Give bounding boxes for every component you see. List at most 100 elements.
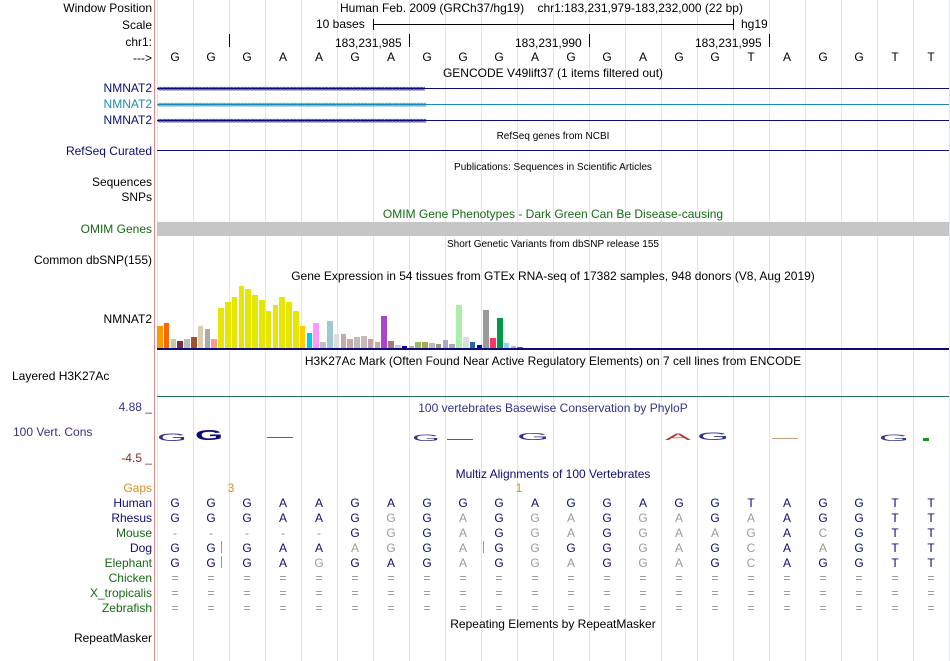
species-label[interactable]: X_tropicalis — [89, 586, 152, 600]
gtex-tissue-bar[interactable] — [497, 318, 503, 348]
gtex-tissue-bar[interactable] — [218, 307, 224, 348]
gtex-tissue-bar[interactable] — [204, 329, 211, 348]
omim-gene-bar[interactable] — [157, 222, 949, 236]
phylop-min-label: -4.5 _ — [121, 451, 152, 465]
refseq-track-label[interactable]: RefSeq Curated — [65, 144, 152, 158]
gtex-tissue-bar[interactable] — [211, 338, 217, 348]
alignment-base: = — [855, 586, 863, 600]
species-label[interactable]: Chicken — [108, 571, 152, 585]
gtex-tissue-bar[interactable] — [170, 338, 177, 348]
gtex-tissue-bar[interactable] — [340, 334, 347, 348]
gencode-gene-label-3[interactable]: NMNAT2 — [103, 113, 152, 127]
alignment-base: = — [495, 571, 503, 585]
gtex-tissue-bar[interactable] — [456, 304, 462, 348]
gtex-tissue-bar[interactable] — [197, 326, 204, 348]
gtex-tissue-bar[interactable] — [279, 297, 285, 348]
gtex-tissue-bar[interactable] — [449, 343, 455, 348]
gtex-tissue-bar[interactable] — [191, 336, 197, 348]
gencode-transcript-3[interactable] — [157, 120, 949, 121]
omim-track-label[interactable]: OMIM Genes — [80, 222, 152, 236]
gtex-tissue-bar[interactable] — [476, 344, 483, 348]
gtex-tissue-bar[interactable] — [367, 338, 374, 348]
gtex-tissue-bar[interactable] — [463, 336, 469, 348]
alignment-base: = — [927, 571, 935, 585]
gtex-tissue-bar[interactable] — [272, 304, 279, 348]
phylop-conservation-plot[interactable]: G G G G A G G — [157, 428, 949, 446]
gtex-tissue-bar[interactable] — [483, 309, 489, 348]
h3k27ac-track-label[interactable]: Layered H3K27Ac — [12, 369, 110, 383]
species-label[interactable]: Dog — [129, 541, 152, 555]
gtex-tissue-bar[interactable] — [503, 343, 510, 348]
gtex-tissue-bar[interactable] — [163, 323, 170, 348]
gtex-tissue-bar[interactable] — [517, 346, 523, 348]
refseq-gene-line[interactable] — [157, 150, 949, 151]
gtex-tissue-bar[interactable] — [388, 340, 394, 348]
gtex-tissue-bar[interactable] — [442, 339, 449, 348]
dbsnp-track-label[interactable]: Common dbSNP(155) — [33, 253, 152, 267]
phylop-glyph-6: G — [517, 432, 550, 443]
gtex-tissue-bar[interactable] — [306, 332, 313, 348]
alignment-base: G — [350, 526, 360, 540]
gtex-tissue-bar[interactable] — [313, 323, 319, 348]
gtex-tissue-bar[interactable] — [293, 310, 299, 348]
gencode-gene-label-2[interactable]: NMNAT2 — [103, 97, 152, 111]
gtex-tissue-bar[interactable] — [225, 301, 231, 348]
gtex-tissue-bar[interactable] — [422, 341, 428, 348]
alignment-base: G — [242, 511, 252, 525]
gtex-tissue-bar[interactable] — [299, 326, 306, 348]
gtex-tissue-bar[interactable] — [469, 341, 476, 348]
gtex-tissue-bar[interactable] — [259, 299, 265, 348]
gencode-transcript-1[interactable] — [157, 88, 949, 89]
publications-label-snps[interactable]: SNPs — [121, 190, 152, 204]
gtex-tissue-bar[interactable] — [265, 310, 272, 348]
assembly-text: Human Feb. 2009 (GRCh37/hg19) — [340, 1, 525, 15]
base-letter: G — [818, 50, 828, 64]
gtex-tissue-bar[interactable] — [415, 341, 421, 348]
gtex-tissue-bar[interactable] — [327, 320, 333, 348]
gtex-tissue-bar[interactable] — [374, 341, 381, 348]
gtex-tissue-bar[interactable] — [320, 341, 326, 348]
gtex-expression-bars[interactable] — [157, 285, 949, 348]
repeatmasker-track-label[interactable]: RepeatMasker — [73, 631, 152, 645]
gtex-tissue-bar[interactable] — [401, 345, 408, 348]
gtex-tissue-bar[interactable] — [381, 315, 387, 348]
alignment-base: A — [710, 526, 719, 540]
phylop-track-label[interactable]: 100 Vert. Cons — [13, 425, 93, 439]
publications-label-sequences[interactable]: Sequences — [91, 175, 152, 189]
species-label[interactable]: Rhesus — [111, 511, 152, 525]
species-label[interactable]: Zebrafish — [101, 601, 152, 615]
gtex-tissue-bar[interactable] — [435, 344, 442, 348]
gtex-tissue-bar[interactable] — [510, 345, 517, 348]
species-label[interactable]: Mouse — [115, 526, 152, 540]
window-position-text[interactable]: Human Feb. 2009 (GRCh37/hg19) chr1:183,2… — [340, 1, 743, 15]
gtex-tissue-bar[interactable] — [177, 340, 183, 348]
gtex-tissue-bar[interactable] — [490, 338, 496, 348]
gtex-tissue-bar[interactable] — [252, 295, 258, 348]
alignment-base: G — [854, 526, 864, 540]
gtex-tissue-bar[interactable] — [245, 289, 251, 348]
alignment-base: = — [279, 571, 287, 585]
alignment-base: A — [386, 556, 395, 570]
gencode-gene-label-1[interactable]: NMNAT2 — [103, 81, 152, 95]
gtex-tissue-bar[interactable] — [184, 338, 190, 348]
gtex-tissue-bar[interactable] — [354, 336, 360, 348]
species-label[interactable]: Elephant — [104, 556, 152, 570]
phylop-mark-11 — [923, 438, 929, 441]
species-label[interactable]: Human — [113, 496, 152, 510]
gencode-transcript-2[interactable] — [157, 104, 949, 105]
alignment-base: T — [927, 526, 935, 540]
gtex-tissue-bar[interactable] — [429, 343, 435, 348]
gtex-tissue-bar[interactable] — [347, 338, 353, 348]
h3k27ac-signal-line[interactable] — [157, 396, 949, 397]
base-letter: A — [782, 50, 791, 64]
gtex-track-label[interactable]: NMNAT2 — [103, 312, 152, 326]
gtex-tissue-bar[interactable] — [157, 326, 163, 348]
gtex-tissue-bar[interactable] — [286, 302, 292, 348]
gtex-tissue-bar[interactable] — [238, 286, 245, 348]
gtex-tissue-bar[interactable] — [231, 297, 238, 348]
gtex-tissue-bar[interactable] — [395, 344, 401, 348]
gtex-tissue-bar[interactable] — [408, 345, 415, 348]
gtex-tissue-bar[interactable] — [361, 335, 367, 348]
gtex-tissue-bar[interactable] — [333, 334, 340, 348]
